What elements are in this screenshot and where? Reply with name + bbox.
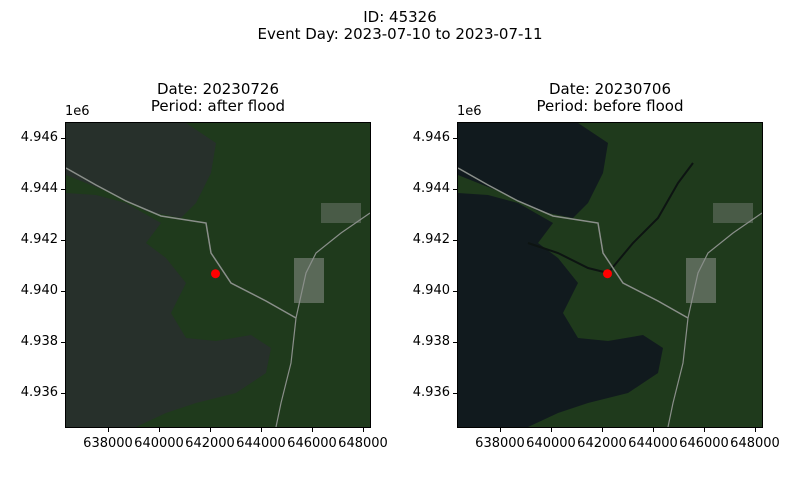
x-tick-mark [363,428,364,432]
x-tick-label: 648000 [338,436,388,451]
y-tick-mark [453,342,457,343]
y-tick-label: 4.936 [412,385,450,400]
y-tick-label: 4.940 [412,283,450,298]
y-tick-mark [453,189,457,190]
x-tick-mark [261,428,262,432]
x-tick-mark [210,428,211,432]
panel-date: Date: 20230706 [548,80,672,98]
satellite-image-after [65,122,371,428]
water-north [458,123,608,218]
x-tick-label: 644000 [628,436,678,451]
y-tick-mark [61,138,65,139]
water-north [66,123,216,218]
y-tick-label: 4.940 [20,283,58,298]
x-tick-label: 638000 [83,436,133,451]
x-tick-label: 642000 [577,436,627,451]
location-marker [211,269,220,279]
y-offset-label: 1e6 [65,104,90,119]
y-tick-label: 4.944 [412,181,450,196]
x-tick-mark [704,428,705,432]
river-channel [527,162,694,275]
y-tick-mark [453,291,457,292]
x-tick-label: 640000 [134,436,184,451]
y-tick-label: 4.944 [20,181,58,196]
panel-period: Period: before flood [536,97,684,115]
y-tick-label: 4.942 [20,232,58,247]
road-main [458,167,689,319]
x-tick-mark [551,428,552,432]
y-tick-label: 4.942 [412,232,450,247]
road-main [66,167,297,319]
satellite-image-before [457,122,763,428]
event-day: Event Day: 2023-07-10 to 2023-07-11 [257,25,543,43]
water-bay [66,193,271,427]
panel-title-before: Date: 20230706 Period: before flood [457,81,763,115]
x-tick-mark [500,428,501,432]
y-tick-mark [453,138,457,139]
x-tick-label: 646000 [287,436,337,451]
y-tick-mark [453,393,457,394]
x-tick-label: 644000 [236,436,286,451]
y-tick-mark [61,342,65,343]
x-tick-mark [312,428,313,432]
location-marker [603,269,612,279]
panel-period: Period: after flood [150,97,286,115]
y-tick-mark [61,291,65,292]
panel-date: Date: 20230726 [156,80,280,98]
x-tick-mark [108,428,109,432]
y-tick-label: 4.936 [20,385,58,400]
x-tick-mark [159,428,160,432]
image-canvas [458,123,762,427]
water-bay [458,193,663,427]
figure-id: ID: 45326 [363,8,437,26]
image-canvas [66,123,370,427]
road-south [667,317,689,427]
y-offset-label: 1e6 [457,104,482,119]
x-tick-label: 638000 [475,436,525,451]
urban-area [686,258,716,303]
x-tick-label: 640000 [526,436,576,451]
y-tick-mark [61,240,65,241]
x-tick-mark [602,428,603,432]
panel-title-after: Date: 20230726 Period: after flood [65,81,371,115]
road-south [275,317,297,427]
y-tick-label: 4.938 [412,334,450,349]
y-tick-label: 4.938 [20,334,58,349]
urban-area [713,203,753,223]
urban-area [294,258,324,303]
x-tick-mark [755,428,756,432]
y-tick-mark [61,189,65,190]
y-tick-label: 4.946 [20,130,58,145]
y-tick-label: 4.946 [412,130,450,145]
x-tick-mark [653,428,654,432]
y-tick-mark [453,240,457,241]
x-tick-label: 642000 [185,436,235,451]
urban-area [321,203,361,223]
x-tick-label: 648000 [730,436,780,451]
y-tick-mark [61,393,65,394]
x-tick-label: 646000 [679,436,729,451]
